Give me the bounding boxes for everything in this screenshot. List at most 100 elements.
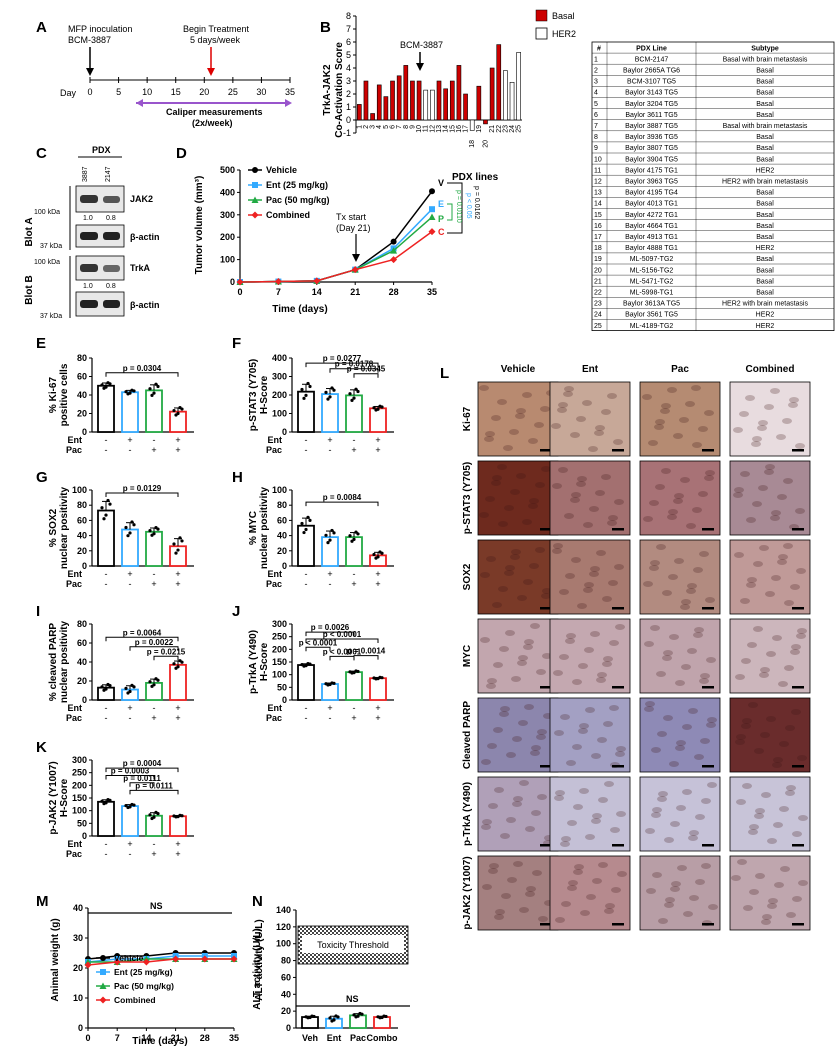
chart-point [201,955,209,963]
treatment-pac-mark: - [329,445,332,455]
ihc-texture [558,402,568,408]
treatment-pac-mark: - [305,713,308,723]
treatment-ent-mark: + [327,435,332,445]
ihc-texture [522,392,532,398]
ihc-texture [754,813,764,819]
ihc-texture [771,575,781,581]
ihc-texture [704,410,714,416]
table-cell-index: 5 [594,101,598,108]
treatment-ent-mark: - [153,703,156,713]
pval-bracket [305,631,355,637]
ihc-texture [583,587,593,593]
ihc-image [639,539,721,615]
bar-ytick-label: 60 [77,515,87,525]
ihc-column-label: Vehicle [501,364,536,375]
pval-label: p = 0.0026 [311,623,350,632]
ihc-texture [663,650,673,656]
pval-label: p < 0.0001 [323,647,362,656]
ihc-texture [584,647,594,653]
bar-ylabel: % MYC [248,511,259,545]
treatment-ent-mark: - [153,435,156,445]
ihc-texture [585,834,595,840]
kda-37-b: 37 kDa [40,313,62,320]
ihc-texture [572,679,582,685]
chart-point [429,206,435,213]
ihc-texture [519,780,529,786]
bar-datapoint [106,498,110,503]
chart-xtick-label: 7 [276,287,281,297]
bar-datapoint [150,684,154,688]
ihc-texture [704,475,714,481]
bar-ylabel2: nuclear positivity [259,486,270,569]
ihc-texture [584,582,594,588]
ihc-texture [687,648,697,654]
ihc-texture [742,783,752,789]
table-cell-index: 7 [594,123,598,130]
pval-bracket [353,373,379,378]
ihc-texture [741,723,751,729]
band-trka: TrkA [130,263,151,273]
bar-ytick-label: 40 [277,531,287,541]
ihc-texture [752,436,762,442]
bar [97,800,115,837]
ihc-scale-bar [540,607,552,610]
chart-ytick-label: 0 [230,277,235,287]
bar-ytick-label: 250 [272,632,287,642]
ihc-texture [700,738,710,744]
ihc-texture [677,865,687,871]
table-cell-pdx: BCM-3107 TG5 [627,79,676,86]
bar-datapoint [148,813,152,817]
table-cell-index: 22 [594,290,602,297]
panelb-category-label: 7 [396,125,403,129]
table-cell-index: 13 [594,190,602,197]
treatment-pac-mark: - [129,849,132,859]
ihc-texture [644,641,654,647]
ihc-texture [519,907,529,913]
ihc-texture [683,911,693,917]
treatment-ent-mark: + [127,703,132,713]
pval-label: p = 0.0178 [335,360,374,369]
ihc-texture [785,790,795,796]
panelb-bar [449,80,455,121]
pval-bracket [129,646,179,651]
ihc-texture [534,422,544,428]
ihc-texture [588,446,598,452]
bar-ytick-label: 40 [77,657,87,667]
pval-bracket [105,636,179,642]
ihc-texture [667,514,677,520]
panelb-bar [423,89,429,121]
ihc-image [729,855,811,931]
ihc-texture [570,497,580,503]
ihc-texture [700,673,710,679]
panelb-category-label: 25 [516,125,523,133]
ihc-scale-bar [540,686,552,689]
bar-datapoint [124,390,128,394]
bar-datapoint [132,523,136,527]
panelb-bar [489,67,495,121]
ihc-texture [654,424,664,430]
pval-bracket [305,646,331,652]
ihc-texture [485,431,495,437]
ihc-scale-bar [792,686,804,689]
ihc-texture [739,411,749,417]
ihc-texture [513,796,523,802]
ihc-texture [582,400,592,406]
bar-datapoint [128,531,132,535]
treatment-ent-label: Ent [68,839,83,849]
ihc-texture [595,425,605,431]
ihc-texture [555,790,565,796]
table-cell-index: 21 [594,278,602,285]
panelb-category-label: 3 [370,125,377,129]
table-cell-subtype: Basal [756,278,774,285]
ihc-scale-bar [612,765,624,768]
bar-ylabel: % Ki-67 [48,377,59,414]
ihc-texture [604,781,614,787]
chart-ytick-label: 200 [220,232,235,242]
ihc-texture [536,734,546,740]
bar-ytick-label: 100 [72,485,87,495]
paneld-tx-day: (Day 21) [336,223,371,233]
ihc-texture [695,814,705,820]
bar-ytick-label: 100 [272,485,287,495]
ihc-texture [664,837,674,843]
ihc-texture [564,386,574,392]
